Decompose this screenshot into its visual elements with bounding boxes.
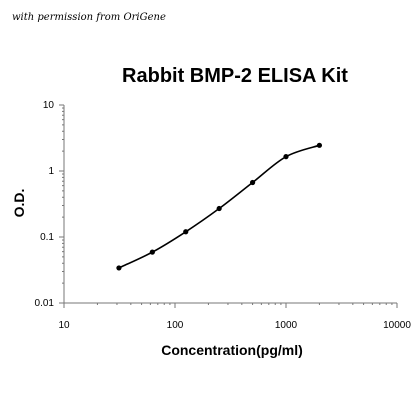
y-tick-label: 10 <box>43 100 55 111</box>
y-tick-label: 1 <box>48 166 54 177</box>
x-axis-label: Concentration(pg/ml) <box>161 342 303 358</box>
data-point <box>249 179 256 186</box>
y-axis-label: O.D. <box>11 189 27 218</box>
y-tick-label: 0.01 <box>35 298 55 309</box>
chart-title: Rabbit BMP-2 ELISA Kit <box>122 65 348 87</box>
x-tick-label: 10000 <box>383 320 411 331</box>
credit-text: with permission from OriGene <box>12 12 166 23</box>
data-point <box>283 154 289 160</box>
x-tick-label: 10 <box>58 320 70 331</box>
data-point <box>149 249 155 255</box>
plot-area: 10 100 1000 10000 0.01 0.1 1 10 <box>35 100 412 331</box>
data-point <box>216 205 222 212</box>
data-point <box>116 265 122 271</box>
data-point <box>183 229 189 235</box>
x-tick-label: 100 <box>167 320 184 331</box>
x-tick-label: 1000 <box>275 320 298 331</box>
y-tick-label: 0.1 <box>40 232 54 243</box>
data-point <box>316 142 323 148</box>
